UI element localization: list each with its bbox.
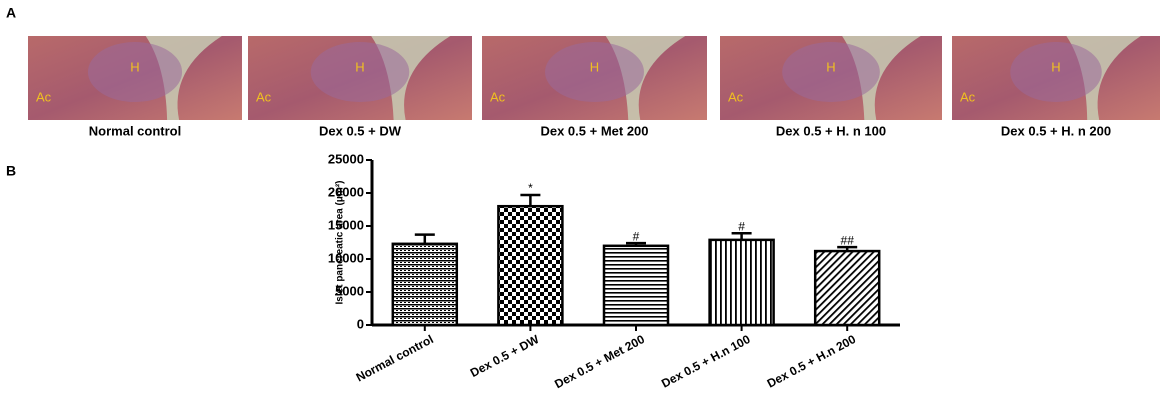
- acinar-label: Ac: [960, 89, 976, 104]
- acinar-label: Ac: [490, 89, 506, 104]
- panel-a: H Ac Normal control H Ac Dex 0.5 + DW H Ac Dex 0…: [28, 36, 1160, 138]
- islet-label: H: [1051, 59, 1060, 74]
- bar: [604, 246, 668, 325]
- y-tick-label: 20000: [328, 184, 364, 199]
- x-tick-label: Dex 0.5 + H.n 100: [659, 332, 753, 391]
- bar: [393, 244, 457, 325]
- islet-label: H: [130, 59, 139, 74]
- acinar-label: Ac: [256, 89, 272, 104]
- bar: [815, 251, 879, 325]
- acinar-label: Ac: [728, 89, 744, 104]
- x-tick-label: Dex 0.5 + H.n 200: [765, 332, 859, 391]
- bar: [710, 240, 774, 325]
- error-bar: [415, 235, 435, 244]
- significance: #: [738, 219, 745, 233]
- islet-label: H: [826, 59, 835, 74]
- caption: Dex 0.5 + Met 200: [540, 123, 648, 138]
- islet-label: H: [590, 59, 599, 74]
- x-tick-label: Dex 0.5 + DW: [468, 332, 542, 380]
- y-tick-label: 15000: [328, 217, 364, 232]
- error-bar: [520, 195, 540, 206]
- figure: A B H Ac Normal control H Ac Dex 0.5 + DW H Ac D…: [0, 0, 1165, 414]
- caption: Dex 0.5 + H. n 100: [776, 123, 886, 138]
- caption: Dex 0.5 + H. n 200: [1001, 123, 1111, 138]
- significance: ##: [841, 233, 855, 247]
- x-tick-label: Dex 0.5 + Met 200: [552, 332, 647, 391]
- x-tick-label: Normal control: [354, 332, 436, 384]
- caption: Dex 0.5 + DW: [319, 123, 402, 138]
- significance: *: [528, 181, 533, 195]
- y-tick-label: 0: [357, 316, 364, 331]
- y-tick-label: 10000: [328, 250, 364, 265]
- islet-label: H: [355, 59, 364, 74]
- caption: Normal control: [89, 123, 181, 138]
- panel-label: A: [6, 5, 16, 21]
- significance: #: [633, 229, 640, 243]
- panel-b: Islet pancreatic area (μm²)0500010000150…: [328, 151, 900, 391]
- panel-label: B: [6, 163, 16, 179]
- acinar-label: Ac: [36, 89, 52, 104]
- y-tick-label: 5000: [335, 283, 364, 298]
- y-tick-label: 25000: [328, 151, 364, 166]
- bar: [498, 206, 562, 325]
